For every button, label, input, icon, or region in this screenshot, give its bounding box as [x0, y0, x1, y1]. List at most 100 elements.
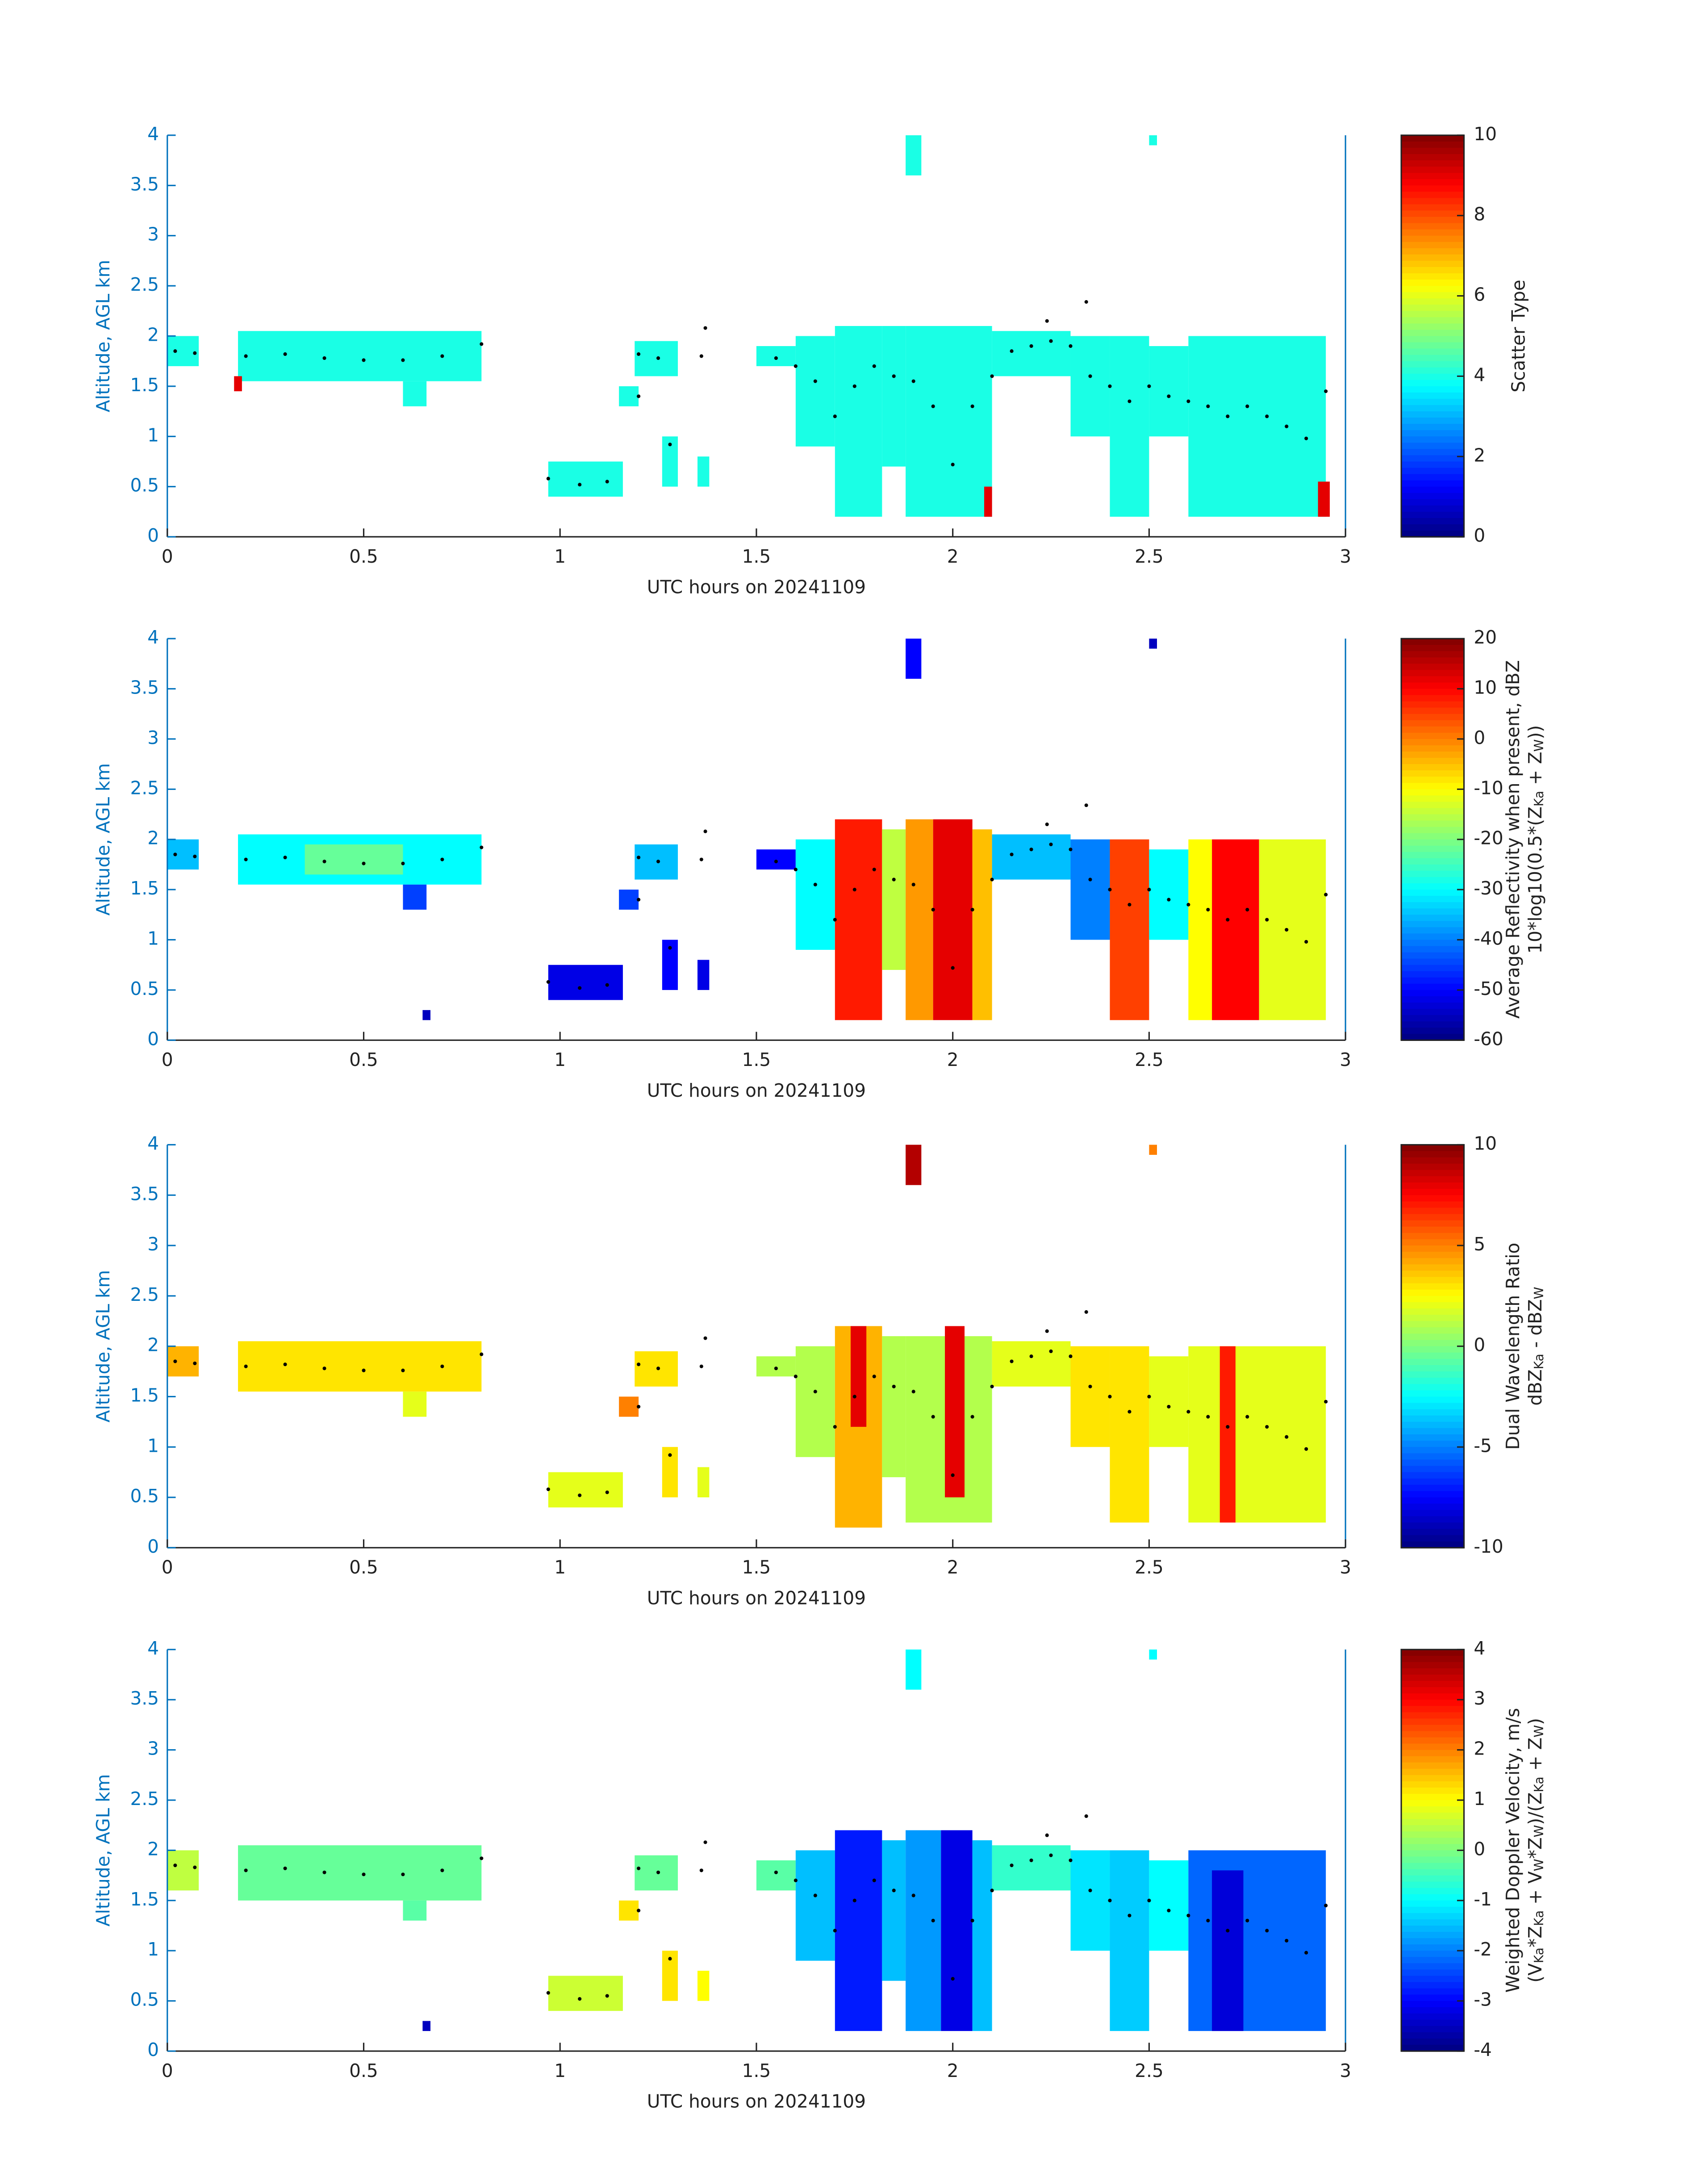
- colorbar-step: [1401, 141, 1464, 149]
- y-tick-label: 2.5: [130, 274, 159, 295]
- heatmap-cell: [1188, 336, 1326, 517]
- colorbar-step: [1401, 751, 1464, 759]
- colorbar-step: [1401, 499, 1464, 506]
- altitude-point: [1324, 1904, 1328, 1908]
- colorbar-step: [1401, 192, 1464, 199]
- altitude-point: [1029, 1858, 1033, 1862]
- colorbar-label-part: + Z: [1524, 752, 1546, 791]
- altitude-point: [1029, 1354, 1033, 1358]
- colorbar-step: [1401, 1775, 1464, 1782]
- colorbar-step: [1401, 2013, 1464, 2021]
- colorbar-step: [1401, 657, 1464, 664]
- altitude-point: [1029, 848, 1033, 852]
- y-tick-label: 2: [147, 1838, 159, 1859]
- altitude-point: [1206, 1415, 1210, 1419]
- colorbar-step: [1401, 971, 1464, 978]
- y-tick-label: 1: [147, 928, 159, 949]
- colorbar-label-part: Average Reflectivity when present, dBZ: [1502, 660, 1524, 1019]
- colorbar-label-subscript: Ka: [1532, 1354, 1546, 1369]
- altitude-point: [440, 857, 444, 861]
- altitude-point: [774, 860, 778, 864]
- colorbar-step: [1401, 745, 1464, 752]
- colorbar-step: [1401, 1390, 1464, 1398]
- altitude-point: [852, 1898, 856, 1902]
- heatmap-cell: [835, 1830, 882, 2031]
- altitude-point: [605, 1994, 609, 1998]
- y-tick-label: 3.5: [130, 1688, 159, 1709]
- colorbar-step: [1401, 1655, 1464, 1663]
- colorbar-step: [1401, 1819, 1464, 1826]
- x-tick-label: 0.5: [349, 1557, 378, 1578]
- altitude-point: [970, 1415, 974, 1419]
- colorbar-label: Average Reflectivity when present, dBZ: [1502, 660, 1524, 1019]
- heatmap-cell: [882, 326, 906, 467]
- altitude-point: [440, 1868, 444, 1872]
- y-tick-label: 2: [147, 1334, 159, 1356]
- colorbar-step: [1401, 260, 1464, 268]
- heatmap-cell: [619, 890, 639, 910]
- colorbar-step: [1401, 1176, 1464, 1183]
- colorbar-step: [1401, 330, 1464, 337]
- colorbar-step: [1401, 808, 1464, 815]
- altitude-point: [1084, 803, 1088, 807]
- heatmap-cell: [1110, 336, 1149, 517]
- colorbar-step: [1401, 2019, 1464, 2027]
- panel: 0 0.5 1 1.5 2 2.5 3 0 0.5 1 1.5 2 2.5 3 3.5 4 UTC hours …: [92, 1638, 1546, 2112]
- altitude-point: [1147, 384, 1151, 388]
- colorbar-step: [1401, 455, 1464, 463]
- colorbar-label-subscript: W: [1532, 739, 1546, 752]
- altitude-point: [578, 1997, 582, 2001]
- colorbar-step: [1401, 518, 1464, 525]
- heatmap-cell: [167, 336, 199, 366]
- altitude-point: [1084, 1814, 1088, 1818]
- altitude-point: [440, 1364, 444, 1368]
- heatmap-cell: [1188, 1850, 1326, 2031]
- colorbar-step: [1401, 933, 1464, 941]
- altitude-point: [480, 1856, 484, 1860]
- colorbar-step: [1401, 1731, 1464, 1738]
- colorbar-tick-label: 10: [1474, 1132, 1497, 1154]
- y-tick-label: 0: [147, 525, 159, 546]
- colorbar-step: [1401, 1226, 1464, 1234]
- colorbar-step: [1401, 1447, 1464, 1454]
- altitude-point: [173, 852, 177, 857]
- colorbar-tick-label: 2: [1474, 444, 1485, 466]
- heatmap-cell: [697, 456, 710, 487]
- colorbar-step: [1401, 1472, 1464, 1479]
- x-axis-label: UTC hours on 20241109: [647, 1587, 866, 1609]
- colorbar-step: [1401, 399, 1464, 406]
- altitude-point: [892, 1889, 896, 1893]
- colorbar-step: [1401, 1522, 1464, 1530]
- altitude-point: [833, 918, 837, 922]
- colorbar-step: [1401, 449, 1464, 456]
- colorbar-step: [1401, 1957, 1464, 1964]
- altitude-point: [1226, 1425, 1230, 1429]
- colorbar-step: [1401, 1787, 1464, 1795]
- altitude-point: [1226, 918, 1230, 922]
- colorbar-step: [1401, 1384, 1464, 1391]
- heatmap-cell: [1149, 1860, 1189, 1951]
- colorbar-label: 10*log10(0.5*(ZKa + ZW)): [1524, 725, 1546, 954]
- colorbar-step: [1401, 286, 1464, 293]
- x-tick-label: 0: [162, 1049, 173, 1070]
- colorbar-step: [1401, 1516, 1464, 1524]
- colorbar-step: [1401, 1951, 1464, 1958]
- colorbar-step: [1401, 1208, 1464, 1215]
- colorbar-step: [1401, 664, 1464, 671]
- colorbar-tick-label: 8: [1474, 204, 1485, 225]
- colorbar-label-subscript: W: [1532, 1825, 1546, 1838]
- altitude-point: [1226, 414, 1230, 418]
- colorbar-step: [1401, 317, 1464, 324]
- colorbar-step: [1401, 720, 1464, 727]
- heatmap-cell: [1219, 1346, 1236, 1523]
- colorbar-step: [1401, 280, 1464, 287]
- colorbar-tick-label: -5: [1474, 1435, 1491, 1456]
- colorbar-step: [1401, 179, 1464, 186]
- heatmap-cell: [1070, 1850, 1110, 1951]
- y-axis-label: Altitude, AGL km: [92, 1270, 114, 1422]
- colorbar-step: [1401, 908, 1464, 915]
- altitude-point: [813, 379, 817, 383]
- heatmap-cell: [619, 1900, 639, 1921]
- heatmap-cell: [992, 1845, 1071, 1891]
- colorbar-step: [1401, 531, 1464, 538]
